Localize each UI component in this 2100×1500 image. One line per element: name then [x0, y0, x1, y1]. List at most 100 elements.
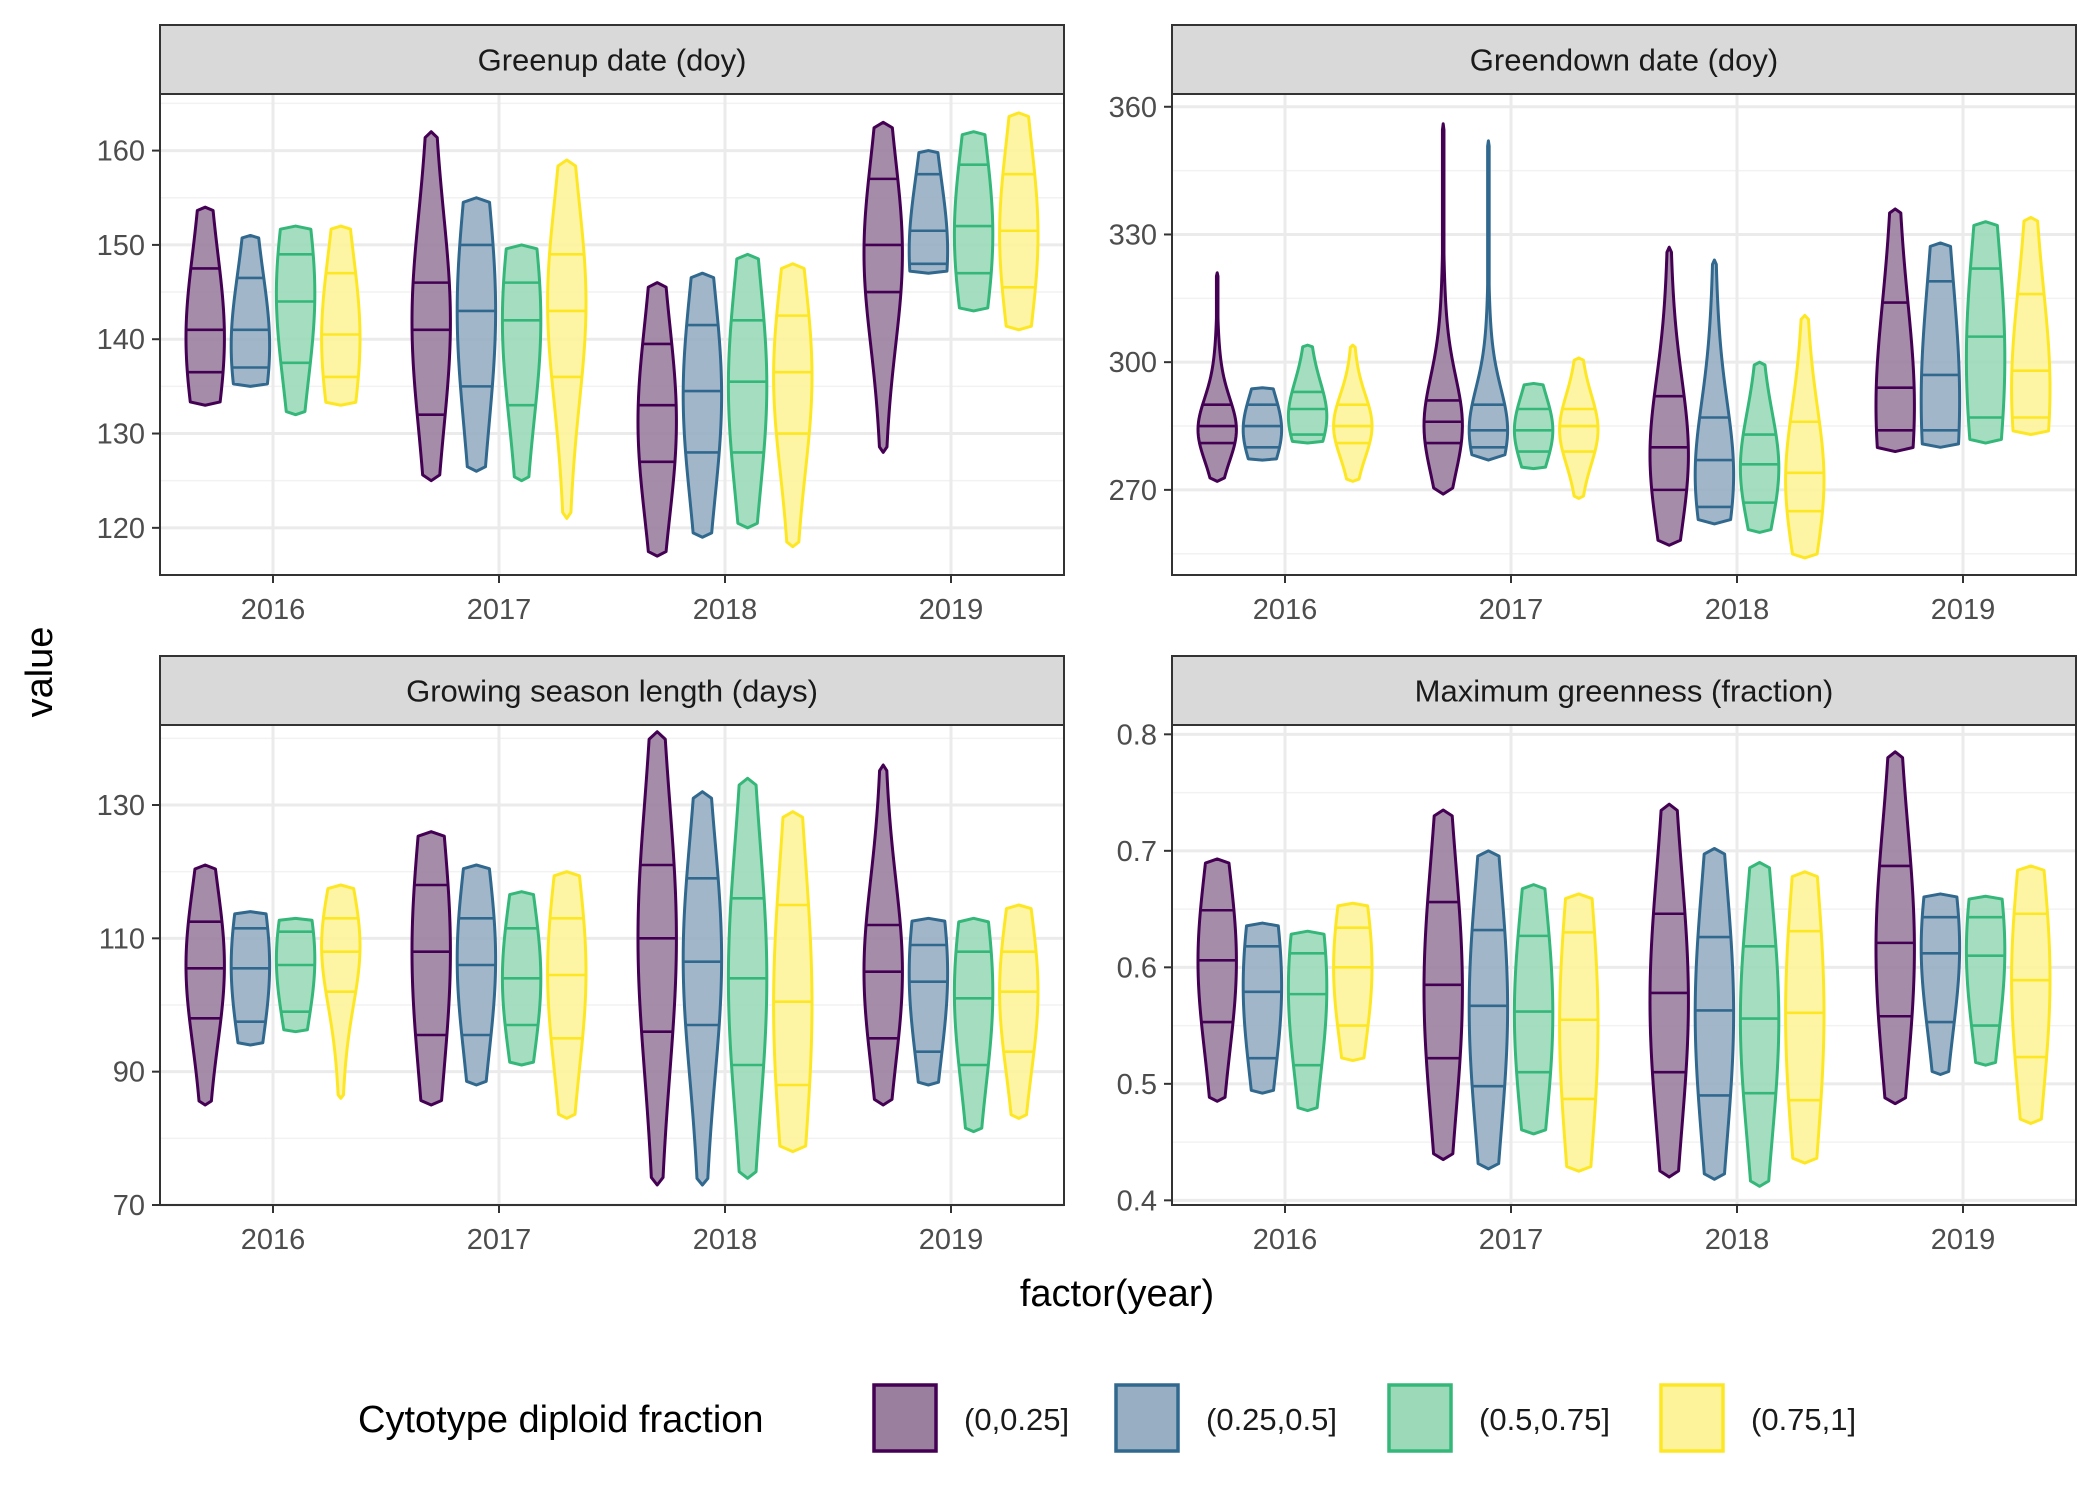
- legend-label: (0.75,1]: [1751, 1402, 1856, 1437]
- y-tick-label: 0.8: [1117, 719, 1157, 751]
- x-tick-label: 2016: [1253, 1224, 1318, 1256]
- violin-mark: [1784, 870, 1826, 1165]
- facet-panel: Maximum greenness (fraction) 0.4 0.5 0.6 0.7…: [1117, 655, 2077, 1256]
- violin-mark: [1919, 892, 1962, 1077]
- violin-mark: [546, 158, 588, 520]
- violin-mark: [455, 196, 498, 473]
- y-tick-label: 0.6: [1117, 952, 1157, 984]
- violin-mark: [1286, 343, 1329, 445]
- facet-title: Greenup date (doy): [478, 43, 747, 78]
- violin-mark: [636, 730, 678, 1187]
- facet-title: Maximum greenness (fraction): [1415, 674, 1834, 709]
- y-tick-label: 150: [97, 230, 145, 262]
- violin-mark: [1693, 258, 1736, 526]
- violin-mark: [274, 224, 317, 417]
- y-tick-label: 330: [1109, 219, 1157, 251]
- violin-mark: [184, 863, 226, 1107]
- legend-label: (0.5,0.75]: [1479, 1402, 1610, 1437]
- legend-label: (0.25,0.5]: [1206, 1402, 1337, 1437]
- violin-mark: [2010, 864, 2052, 1125]
- x-tick-label: 2018: [693, 594, 758, 626]
- legend-item: (0.25,0.5]: [1114, 1383, 1337, 1453]
- x-tick-label: 2017: [1479, 1224, 1544, 1256]
- violin-mark: [636, 281, 678, 558]
- violin-mark: [1512, 883, 1555, 1136]
- violin-mark: [1964, 220, 2007, 445]
- violin-mark: [1241, 386, 1284, 462]
- violin-mark: [862, 763, 904, 1107]
- violin-mark: [862, 120, 904, 454]
- y-tick-label: 300: [1109, 347, 1157, 379]
- violin-mark: [274, 916, 317, 1034]
- x-tick-label: 2017: [467, 594, 532, 626]
- violin-mark: [546, 870, 588, 1120]
- x-tick-label: 2016: [1253, 594, 1318, 626]
- legend-title: Cytotype diploid fraction: [358, 1399, 764, 1441]
- x-tick-label: 2018: [693, 1224, 758, 1256]
- violin-mark: [1467, 849, 1510, 1171]
- x-tick-label: 2017: [467, 1224, 532, 1256]
- y-tick-label: 140: [97, 324, 145, 356]
- violin-mark: [907, 916, 950, 1087]
- violin-mark: [1332, 901, 1374, 1063]
- y-tick-label: 360: [1109, 92, 1157, 124]
- violin-mark: [500, 243, 543, 483]
- violin-mark: [410, 130, 452, 483]
- x-tick-label: 2017: [1479, 594, 1544, 626]
- violin-mark: [681, 271, 724, 539]
- legend-key: [872, 1383, 938, 1453]
- legend-item: (0,0.25]: [872, 1383, 1069, 1453]
- violin-mark: [1919, 241, 1962, 449]
- violin-mark: [1558, 356, 1600, 500]
- violin-mark: [455, 863, 498, 1087]
- violin-mark: [772, 810, 814, 1154]
- violin-mark: [952, 130, 995, 313]
- violin-mark: [1286, 929, 1329, 1113]
- facet-panels: Greenup date (doy) 120 130 140 150 160 2016 201…: [97, 24, 2077, 1256]
- violin-mark: [1512, 381, 1555, 471]
- facet-panel: Greenup date (doy) 120 130 140 150 160 2016 201…: [97, 24, 1065, 626]
- y-tick-label: 120: [97, 513, 145, 545]
- x-tick-label: 2019: [1931, 594, 1996, 626]
- x-tick-label: 2016: [241, 594, 306, 626]
- violin-mark: [681, 790, 724, 1187]
- facet-title: Greendown date (doy): [1470, 43, 1778, 78]
- x-tick-label: 2018: [1705, 1224, 1770, 1256]
- violin-mark: [1332, 343, 1374, 483]
- violin-mark: [1784, 313, 1826, 560]
- violin-mark: [907, 149, 950, 275]
- y-tick-label: 160: [97, 136, 145, 168]
- violin-mark: [952, 916, 995, 1134]
- legend-item: (0.5,0.75]: [1387, 1383, 1610, 1453]
- y-tick-label: 0.4: [1117, 1185, 1157, 1217]
- violin-mark: [998, 111, 1040, 332]
- x-tick-label: 2019: [919, 594, 984, 626]
- violin-mark: [1196, 857, 1238, 1103]
- legend: Cytotype diploid fraction (0,0.25] (0.25,0…: [358, 1383, 1856, 1453]
- legend-item: (0.75,1]: [1659, 1383, 1856, 1453]
- x-tick-label: 2018: [1705, 594, 1770, 626]
- legend-label: (0,0.25]: [964, 1402, 1069, 1437]
- violin-mark: [1693, 847, 1736, 1181]
- facet-panel: Greendown date (doy) 270 300 330 360 2016 2017…: [1109, 24, 2077, 626]
- legend-key: [1659, 1383, 1725, 1453]
- violin-mark: [410, 830, 452, 1107]
- violin-mark: [998, 903, 1040, 1120]
- facet-strip: [159, 24, 1065, 95]
- facet-strip: [1171, 655, 2077, 726]
- violin-mark: [1738, 360, 1781, 534]
- y-tick-label: 130: [97, 790, 145, 822]
- x-tick-label: 2016: [241, 1224, 306, 1256]
- violin-mark: [1558, 892, 1600, 1173]
- y-tick-label: 110: [99, 923, 145, 955]
- violin-mark: [1874, 207, 1916, 454]
- x-tick-label: 2019: [919, 1224, 984, 1256]
- facet-panel: Growing season length (days) 70 90 110 130 20…: [97, 655, 1065, 1256]
- legend-key: [1387, 1383, 1453, 1453]
- y-tick-label: 0.7: [1117, 836, 1157, 868]
- violin-mark: [229, 233, 272, 388]
- x-tick-label: 2019: [1931, 1224, 1996, 1256]
- y-tick-label: 130: [97, 419, 145, 451]
- facet-strip: [1171, 24, 2077, 95]
- violin-mark: [1648, 802, 1690, 1179]
